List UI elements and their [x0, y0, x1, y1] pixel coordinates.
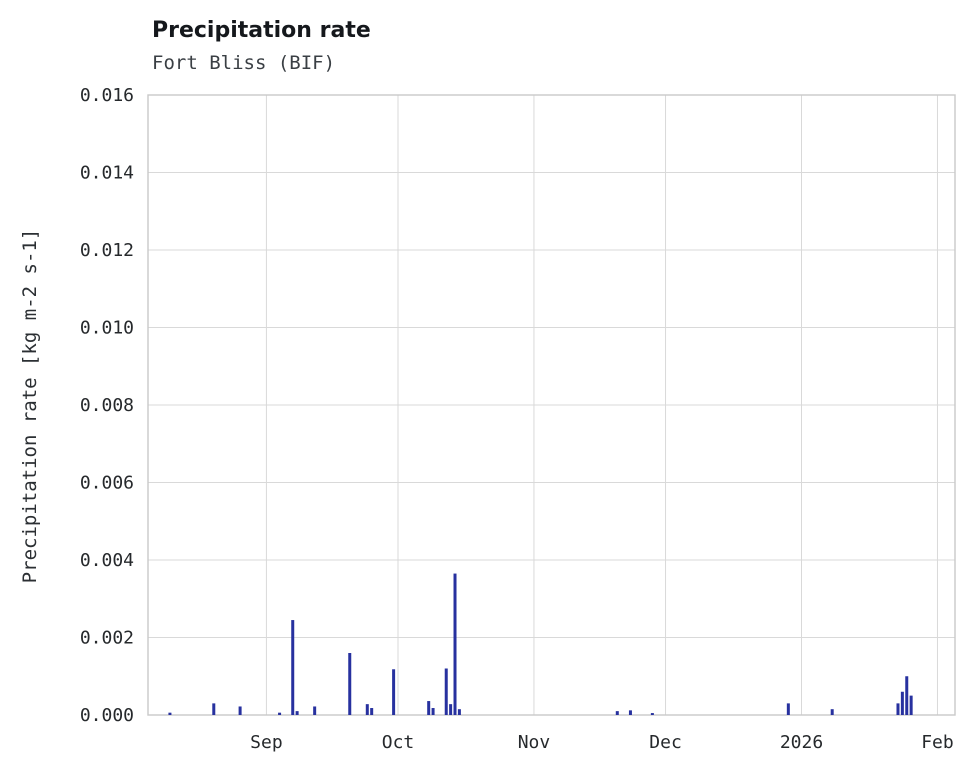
x-tick-label: Sep [250, 732, 283, 753]
precip-bar [291, 620, 295, 715]
precip-bar [900, 691, 904, 715]
precip-bar [212, 703, 216, 715]
plot-border [147, 94, 956, 716]
precip-bar [615, 711, 619, 715]
precip-bar [427, 701, 431, 715]
precip-bar [295, 711, 299, 715]
y-tick-label: 0.002 [80, 628, 134, 649]
chart-title: Precipitation rate [152, 18, 371, 43]
y-tick-label: 0.010 [80, 318, 134, 339]
y-tick-label: 0.008 [80, 395, 134, 416]
precip-bar [168, 712, 172, 715]
y-tick-label: 0.000 [80, 705, 134, 726]
precip-bar [365, 704, 369, 715]
precip-bar [370, 708, 374, 715]
precip-bar [392, 669, 396, 715]
precip-bar [909, 695, 913, 715]
y-tick-label: 0.016 [80, 85, 134, 106]
precip-bar [786, 703, 790, 715]
precip-bar [348, 653, 352, 715]
precip-bar [313, 706, 317, 715]
precip-bar [238, 706, 242, 715]
precip-bar [449, 704, 453, 715]
x-tick-label: Dec [649, 732, 682, 753]
y-tick-label: 0.006 [80, 473, 134, 494]
precip-bar [431, 708, 435, 715]
precip-bar [650, 713, 654, 715]
precip-bar [453, 573, 457, 715]
precip-bar [278, 712, 282, 715]
y-tick-label: 0.014 [80, 163, 134, 184]
x-tick-label: Nov [518, 732, 551, 753]
precip-bar [905, 676, 909, 715]
y-tick-label: 0.004 [80, 550, 134, 571]
precip-bar [830, 709, 834, 715]
x-tick-label: Oct [382, 732, 415, 753]
precip-bar [457, 709, 461, 715]
precip-bar [444, 668, 448, 715]
chart-subtitle: Fort Bliss (BIF) [152, 52, 336, 74]
x-tick-label: 2026 [780, 732, 823, 753]
x-tick-label: Feb [921, 732, 954, 753]
precip-bar [628, 710, 632, 715]
precip-bar [896, 703, 900, 715]
y-tick-label: 0.012 [80, 240, 134, 261]
